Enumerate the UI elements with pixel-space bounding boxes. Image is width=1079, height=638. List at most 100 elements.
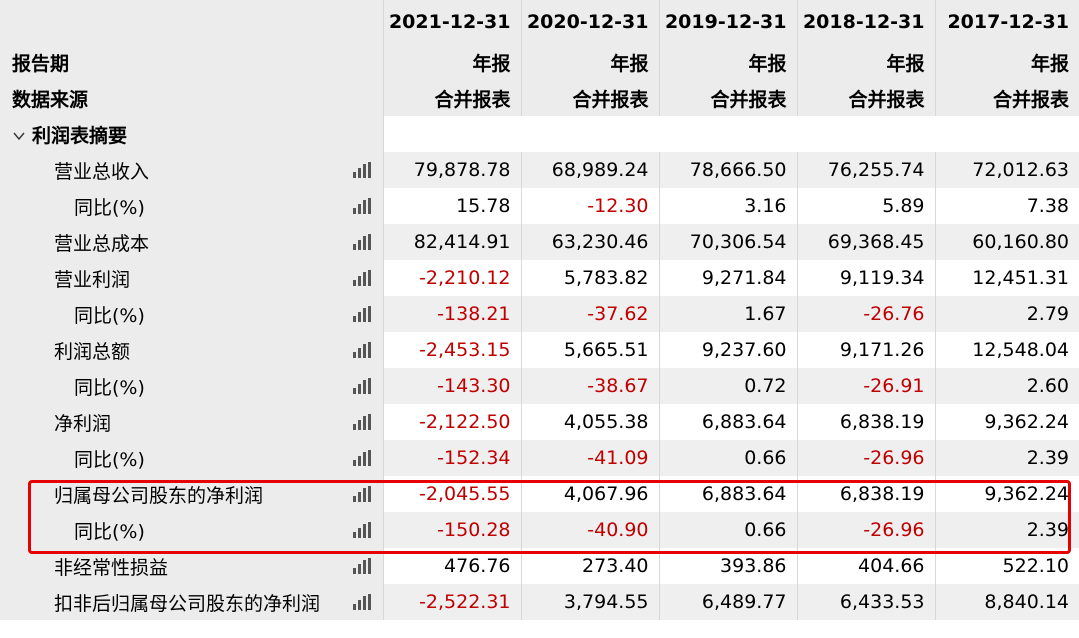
report-period-label: 报告期	[0, 44, 383, 80]
value-cell: -26.76	[796, 296, 935, 332]
value-cell: 82,414.91	[382, 224, 521, 260]
row-label-cell: 扣非后归属母公司股东的净利润	[0, 584, 383, 620]
value-cell: 70,306.54	[658, 224, 797, 260]
value-cell: 5,783.82	[520, 260, 659, 296]
header-date[interactable]: 2017-12-31	[934, 0, 1079, 44]
value-cell: -2,045.55	[382, 476, 521, 512]
section-title: 利润表摘要	[32, 124, 128, 147]
value-cell: 12,548.04	[934, 332, 1079, 368]
bar-chart-icon[interactable]	[352, 234, 371, 250]
value-cell: 6,433.53	[796, 584, 935, 620]
row-label: 同比(%)	[74, 304, 145, 327]
value-cell: 9,362.24	[934, 476, 1079, 512]
value-cell: 9,237.60	[658, 332, 797, 368]
value-cell: 2.60	[934, 368, 1079, 404]
value-cell: 5.89	[796, 188, 935, 224]
report-type: 年报	[382, 44, 521, 80]
value-cell: -150.28	[382, 512, 521, 548]
value-cell: -2,453.15	[382, 332, 521, 368]
value-cell: 476.76	[382, 548, 521, 584]
bar-chart-icon[interactable]	[352, 378, 371, 394]
value-cell: -26.96	[796, 440, 935, 476]
header-date[interactable]: 2020-12-31	[520, 0, 659, 44]
bar-chart-icon[interactable]	[352, 198, 371, 214]
value-cell: 60,160.80	[934, 224, 1079, 260]
value-cell: 3.16	[658, 188, 797, 224]
value-cell: 12,451.31	[934, 260, 1079, 296]
value-cell: -37.62	[520, 296, 659, 332]
value-cell: -2,122.50	[382, 404, 521, 440]
report-type: 年报	[796, 44, 935, 80]
table-row: 营业总收入 79,878.78 68,989.24 78,666.50 76,255.7…	[0, 152, 1079, 188]
value-cell: 4,067.96	[520, 476, 659, 512]
bar-chart-icon[interactable]	[352, 522, 371, 538]
row-label-cell: 同比(%)	[0, 368, 383, 404]
report-type: 年报	[520, 44, 659, 80]
value-cell: 4,055.38	[520, 404, 659, 440]
table-row: 归属母公司股东的净利润 -2,045.55 4,067.96 6,883.64 6,83…	[0, 476, 1079, 512]
row-label-cell: 净利润	[0, 404, 383, 440]
row-label: 同比(%)	[74, 196, 145, 219]
table-row: 同比(%) 15.78 -12.30 3.16 5.89 7.38	[0, 188, 1079, 224]
value-cell: 0.66	[658, 512, 797, 548]
value-cell: 9,119.34	[796, 260, 935, 296]
value-cell: 273.40	[520, 548, 659, 584]
value-cell: 1.67	[658, 296, 797, 332]
row-label-cell: 非经常性损益	[0, 548, 383, 584]
value-cell: 5,665.51	[520, 332, 659, 368]
bar-chart-icon[interactable]	[352, 558, 371, 574]
row-label-cell: 同比(%)	[0, 188, 383, 224]
chevron-down-icon[interactable]	[12, 126, 26, 141]
value-cell: 9,362.24	[934, 404, 1079, 440]
table-row: 同比(%) -138.21 -37.62 1.67 -26.76 2.79	[0, 296, 1079, 332]
table-row: 同比(%) -143.30 -38.67 0.72 -26.91 2.60	[0, 368, 1079, 404]
table-row: 利润总额 -2,453.15 5,665.51 9,237.60 9,171.26 12,…	[0, 332, 1079, 368]
bar-chart-icon[interactable]	[352, 270, 371, 286]
value-cell: 63,230.46	[520, 224, 659, 260]
value-cell: 69,368.45	[796, 224, 935, 260]
bar-chart-icon[interactable]	[352, 414, 371, 430]
data-source-label: 数据来源	[0, 80, 383, 116]
row-label: 非经常性损益	[54, 556, 169, 579]
value-cell: 393.86	[658, 548, 797, 584]
bar-chart-icon[interactable]	[352, 594, 371, 610]
value-cell: 9,171.26	[796, 332, 935, 368]
value-cell: 6,838.19	[796, 404, 935, 440]
header-date[interactable]: 2021-12-31	[382, 0, 521, 44]
value-cell: 522.10	[934, 548, 1079, 584]
report-type: 年报	[934, 44, 1079, 80]
header-date[interactable]: 2018-12-31	[796, 0, 935, 44]
data-source: 合并报表	[382, 80, 521, 116]
value-cell: -40.90	[520, 512, 659, 548]
value-cell: 6,838.19	[796, 476, 935, 512]
data-source: 合并报表	[658, 80, 797, 116]
value-cell: 6,883.64	[658, 476, 797, 512]
value-cell: -26.91	[796, 368, 935, 404]
section-toggle[interactable]: 利润表摘要	[0, 116, 383, 152]
bar-chart-icon[interactable]	[352, 450, 371, 466]
table-row: 非经常性损益 476.76 273.40 393.86 404.66 522.10	[0, 548, 1079, 584]
bar-chart-icon[interactable]	[352, 306, 371, 322]
value-cell: -38.67	[520, 368, 659, 404]
bar-chart-icon[interactable]	[352, 486, 371, 502]
header-date[interactable]: 2019-12-31	[658, 0, 797, 44]
bar-chart-icon[interactable]	[352, 342, 371, 358]
value-cell: 8,840.14	[934, 584, 1079, 620]
header-corner	[0, 0, 383, 44]
row-label-cell: 同比(%)	[0, 296, 383, 332]
bar-chart-icon[interactable]	[352, 162, 371, 178]
value-cell: 72,012.63	[934, 152, 1079, 188]
row-label-cell: 同比(%)	[0, 440, 383, 476]
value-cell: 68,989.24	[520, 152, 659, 188]
table-row: 营业利润 -2,210.12 5,783.82 9,271.84 9,119.34 12,…	[0, 260, 1079, 296]
row-label: 同比(%)	[74, 376, 145, 399]
value-cell: 15.78	[382, 188, 521, 224]
report-type: 年报	[658, 44, 797, 80]
row-label: 净利润	[54, 412, 112, 435]
row-label-cell: 归属母公司股东的净利润	[0, 476, 383, 512]
table-row: 营业总成本 82,414.91 63,230.46 70,306.54 69,368.4…	[0, 224, 1079, 260]
value-cell: -26.96	[796, 512, 935, 548]
row-label: 营业总收入	[54, 160, 150, 183]
value-cell: 6,489.77	[658, 584, 797, 620]
row-label: 同比(%)	[74, 520, 145, 543]
